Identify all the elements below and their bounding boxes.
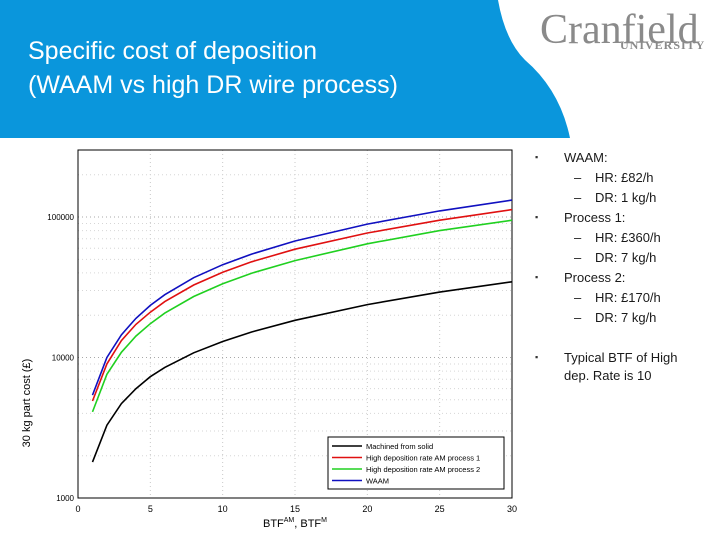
bullet-process1-dr: DR: 7 kg/h: [595, 250, 657, 265]
x-tick-label: 25: [435, 504, 445, 514]
series-line: [91, 219, 513, 413]
bullet-process1: Process 1:: [564, 210, 626, 225]
x-tick-label: 20: [362, 504, 372, 514]
x-axis-label-sup1: AM: [284, 517, 295, 524]
legend-entry: WAAM: [366, 477, 389, 486]
bullet-process1-hr: HR: £360/h: [595, 230, 661, 245]
legend-entry: High deposition rate AM process 1: [366, 454, 480, 463]
x-tick-label: 0: [75, 504, 80, 514]
dash-marker: –: [574, 290, 582, 305]
y-tick-label: 100000: [47, 213, 74, 222]
x-axis-label: BTFAM, BTFM: [263, 517, 327, 530]
series-line: [91, 208, 513, 402]
dash-marker: –: [574, 170, 582, 185]
series-lines: [91, 199, 513, 463]
x-tick-label: 15: [290, 504, 300, 514]
x-axis-label-sup2: M: [321, 517, 327, 524]
x-axis-label-part1: BTF: [263, 518, 284, 530]
bullet-typical-btf-1: Typical BTF of High: [564, 350, 678, 365]
x-axis-label-sep: , BTF: [294, 518, 321, 530]
chart-grid: [77, 149, 513, 499]
bullet-marker: ▪: [535, 352, 539, 362]
chart-legend: Machined from solid High deposition rate …: [327, 436, 505, 490]
legend-entry: Machined from solid: [366, 442, 433, 451]
cost-chart: 0 5 10 15 20 25 30 1000 10000 100000 Machined fro…: [21, 149, 517, 530]
series-line: [91, 281, 513, 463]
dash-marker: –: [574, 190, 582, 205]
x-tick-label: 10: [218, 504, 228, 514]
x-tick-label: 5: [148, 504, 153, 514]
bullet-waam: WAAM:: [564, 150, 608, 165]
logo-wordmark: Cranfield: [540, 7, 699, 53]
bullet-process2-dr: DR: 7 kg/h: [595, 310, 657, 325]
logo-subtitle: UNIVERSITY: [620, 38, 706, 52]
dash-marker: –: [574, 310, 582, 325]
plot-frame: [77, 149, 513, 499]
y-tick-label: 1000: [56, 494, 74, 503]
y-tick-label: 10000: [52, 354, 75, 363]
y-axis-label: 30 kg part cost (£): [21, 359, 33, 448]
dash-marker: –: [574, 250, 582, 265]
dash-marker: –: [574, 230, 582, 245]
x-tick-label: 30: [507, 504, 517, 514]
series-line: [91, 199, 513, 396]
bullet-typical-btf-2: dep. Rate is 10: [564, 368, 652, 383]
bullet-process2: Process 2:: [564, 270, 626, 285]
bullet-process2-hr: HR: £170/h: [595, 290, 661, 305]
bullet-marker: ▪: [535, 212, 539, 222]
cranfield-logo: [498, 0, 720, 138]
bullet-waam-hr: HR: £82/h: [595, 170, 654, 185]
slide-title-line-1: Specific cost of deposition: [28, 37, 318, 65]
bullet-marker: ▪: [535, 272, 539, 282]
legend-entry: High deposition rate AM process 2: [366, 465, 480, 474]
bullet-marker: ▪: [535, 152, 539, 162]
bullet-waam-dr: DR: 1 kg/h: [595, 190, 657, 205]
slide-title-line-2: (WAAM vs high DR wire process): [28, 71, 398, 99]
axis-ticks: 0 5 10 15 20 25 30 1000 10000 100000: [47, 213, 517, 514]
